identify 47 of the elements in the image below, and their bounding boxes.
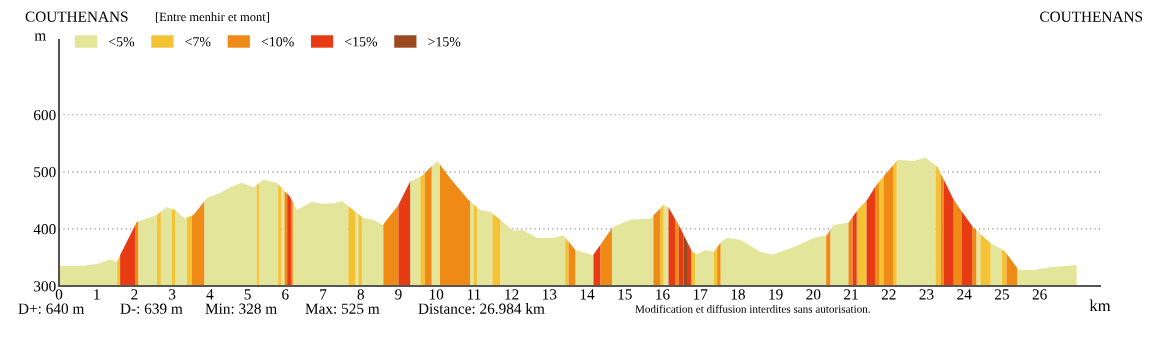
x-tick-label: 25 xyxy=(994,289,1009,300)
y-tick-label: 300 xyxy=(34,281,56,292)
x-tick-label: 10 xyxy=(429,289,444,300)
x-tick-label: 4 xyxy=(206,289,214,300)
text: Distance: 26.984 km xyxy=(418,303,545,314)
x-tick-label: 5 xyxy=(244,289,251,300)
x-tick-label: 2 xyxy=(131,289,138,300)
text: Min: 328 m xyxy=(205,303,277,314)
y-axis-title: m xyxy=(34,33,46,41)
legend-label: <10% xyxy=(261,37,294,47)
x-tick-label: 20 xyxy=(806,289,821,300)
x-tick-label: 0 xyxy=(55,289,63,300)
x-tick-label: 23 xyxy=(919,289,934,300)
x-tick-label: 7 xyxy=(320,289,327,300)
x-tick-label: 11 xyxy=(467,289,481,300)
x-tick-label: 18 xyxy=(731,289,745,300)
x-tick-label: 9 xyxy=(395,289,402,300)
x-tick-label: 12 xyxy=(505,289,519,300)
chart-title: COUTHENANS xyxy=(25,11,128,22)
text: COUTHENANS xyxy=(1040,11,1143,22)
legend-label: <7% xyxy=(185,37,211,47)
x-tick-label: 21 xyxy=(844,289,858,300)
x-tick-label: 22 xyxy=(881,289,896,300)
legend-label: <15% xyxy=(344,37,378,47)
x-tick-label: 19 xyxy=(769,289,783,300)
text: Modification et diffusion interdites sans autorisation. xyxy=(635,304,870,313)
y-tick-label: 400 xyxy=(33,224,56,235)
x-tick-label: 16 xyxy=(656,289,670,300)
x-tick-label: 26 xyxy=(1032,289,1047,300)
y-tick-label: 600 xyxy=(33,109,56,121)
x-axis-title: km xyxy=(1089,299,1111,312)
legend-label: >15% xyxy=(428,37,461,47)
y-tick-label: 500 xyxy=(34,166,56,178)
x-tick-label: 24 xyxy=(957,289,972,300)
text: Max: 525 m xyxy=(305,303,380,314)
x-tick-label: 13 xyxy=(543,289,557,300)
x-tick-label: 15 xyxy=(618,289,632,300)
chart-subtitle: [Entre menhir et mont] xyxy=(155,12,269,23)
x-tick-label: 6 xyxy=(282,289,289,300)
x-tick-label: 1 xyxy=(94,289,100,300)
x-tick-label: 8 xyxy=(357,289,364,300)
legend-label: <5% xyxy=(108,37,135,47)
text: D+: 640 m xyxy=(18,303,85,314)
text: D-: 639 m xyxy=(120,303,183,314)
x-tick-label: 14 xyxy=(580,289,595,300)
x-tick-label: 3 xyxy=(169,289,176,300)
x-tick-label: 17 xyxy=(693,289,708,300)
